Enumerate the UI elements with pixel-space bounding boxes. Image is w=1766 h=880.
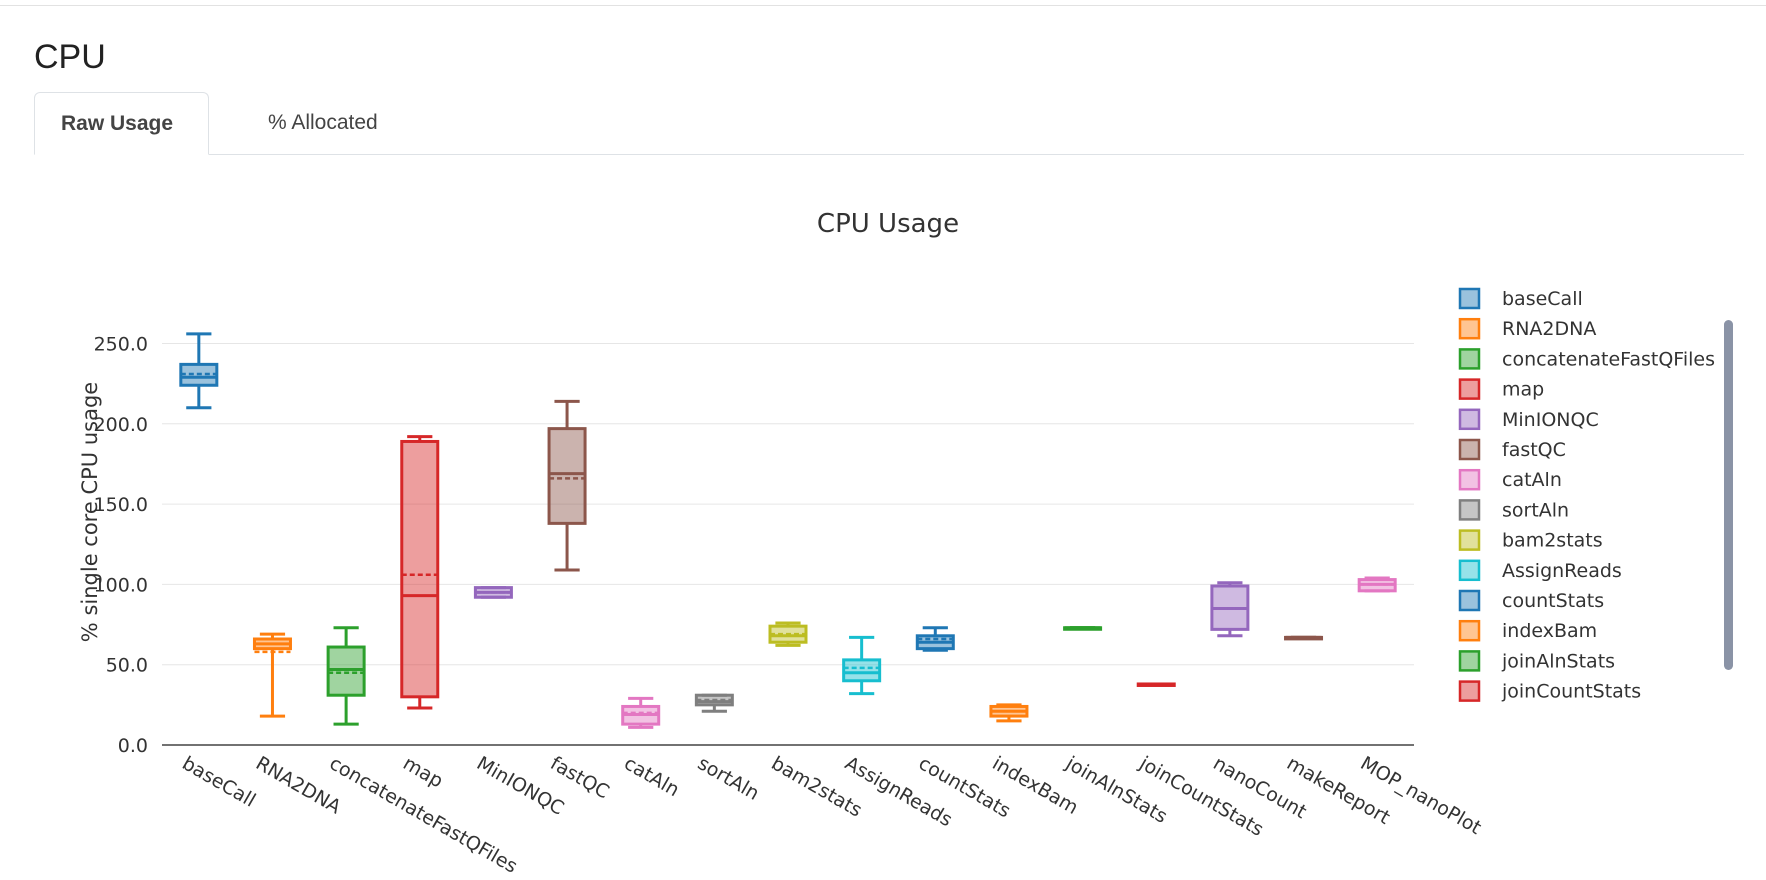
box-catAln [621,696,661,729]
legend-label: concatenateFastQFiles [1502,348,1715,370]
y-tick-label: 150.0 [94,494,148,516]
legend-label: MinIONQC [1502,409,1599,431]
legend-swatch [1458,348,1481,370]
legend-item-concatenateFastQFiles[interactable]: concatenateFastQFiles [1458,348,1715,370]
legend-label: baseCall [1502,288,1583,310]
box-MinIONQC [473,586,513,599]
legend-label: sortAln [1502,499,1569,521]
cpu-usage-chart: CPU Usage % single core CPU usage 0.0 50.… [78,209,1715,878]
y-tick-label: 250.0 [94,334,148,356]
legend-label: RNA2DNA [1502,318,1596,340]
legend-item-map[interactable]: map [1458,378,1544,401]
legend-label: joinAlnStats [1501,650,1615,672]
x-tick-label: joinCountStats [1135,752,1267,841]
box-AssignReads [842,635,882,696]
legend-label: bam2stats [1502,530,1603,552]
legend[interactable]: baseCall RNA2DNA concatenateFastQFiles map M… [1458,287,1715,703]
legend-swatch [1458,468,1481,491]
legend-swatch [1458,650,1481,672]
chart-title: CPU Usage [817,209,959,239]
x-tick-label: sortAln [694,752,763,805]
legend-label: fastQC [1502,439,1566,461]
legend-label: indexBam [1502,620,1597,642]
legend-item-catAln[interactable]: catAln [1458,468,1562,491]
box-nanoCount [1210,581,1250,638]
x-tick-label: MOP_nanoPlot [1357,752,1485,839]
section-title: CPU [34,38,106,76]
legend-item-joinCountStats[interactable]: joinCountStats [1458,680,1641,703]
box-iqr [547,427,587,525]
legend-item-joinAlnStats[interactable]: joinAlnStats [1458,650,1615,672]
box-iqr [842,658,882,683]
legend-swatch [1458,499,1481,521]
box-iqr [326,645,366,697]
box-fastQC [547,399,587,572]
box-iqr [400,439,440,699]
legend-label: catAln [1502,469,1562,491]
legend-item-bam2stats[interactable]: bam2stats [1458,529,1603,552]
y-tick-label: 200.0 [94,414,148,436]
legend-swatch [1458,317,1481,340]
box-joinAlnStats [1063,626,1103,631]
gridlines [162,343,1414,746]
legend-swatch [1458,408,1481,431]
box-makeReport [1284,635,1324,641]
legend-item-AssignReads[interactable]: AssignReads [1458,559,1622,582]
box-indexBam [989,703,1029,723]
box-concatenateFastQFiles [326,626,366,726]
top-divider [0,0,1766,6]
legend-item-countStats[interactable]: countStats [1458,589,1604,612]
box-map [400,435,440,710]
box-bam2stats [768,621,808,647]
legend-scrollbar[interactable] [1724,320,1733,670]
tab-percent-allocated[interactable]: % Allocated [268,111,378,134]
legend-swatch [1458,619,1481,642]
legend-swatch [1458,378,1481,400]
tab-raw-usage[interactable]: Raw Usage [34,92,209,155]
legend-swatch [1458,438,1481,461]
legend-label: joinCountStats [1501,681,1641,703]
x-tick-label: catAln [620,752,683,801]
box-countStats [915,626,955,652]
box-joinCountStats [1136,682,1176,687]
legend-item-MinIONQC[interactable]: MinIONQC [1458,408,1599,431]
legend-swatch [1458,287,1481,310]
y-tick-label: 100.0 [94,574,148,596]
legend-swatch [1458,529,1481,551]
legend-label: countStats [1502,590,1604,612]
legend-item-indexBam[interactable]: indexBam [1458,619,1597,642]
legend-swatch [1458,559,1481,582]
y-tick-label: 50.0 [106,655,148,677]
box-baseCall [179,332,219,410]
legend-item-fastQC[interactable]: fastQC [1458,438,1566,461]
legend-item-baseCall[interactable]: baseCall [1458,287,1583,310]
box-MOP_nanoPlot [1357,576,1397,593]
y-axis-ticks: 0.0 50.0 100.0 150.0 200.0 250.0 [94,334,148,758]
x-tick-label: map [399,752,447,792]
tab-bar: Raw Usage % Allocated [34,92,1744,155]
y-axis-label: % single core CPU usage [78,382,102,642]
legend-label: map [1502,379,1544,401]
legend-label: AssignReads [1502,560,1622,582]
legend-swatch [1458,589,1481,612]
box-sortAln [694,693,734,713]
legend-item-RNA2DNA[interactable]: RNA2DNA [1458,317,1596,340]
y-tick-label: 0.0 [118,735,148,757]
legend-swatch [1458,680,1481,702]
legend-item-sortAln[interactable]: sortAln [1458,499,1569,521]
x-tick-label: baseCall [178,752,259,811]
box-plots [179,332,1397,729]
box-RNA2DNA [252,632,292,718]
